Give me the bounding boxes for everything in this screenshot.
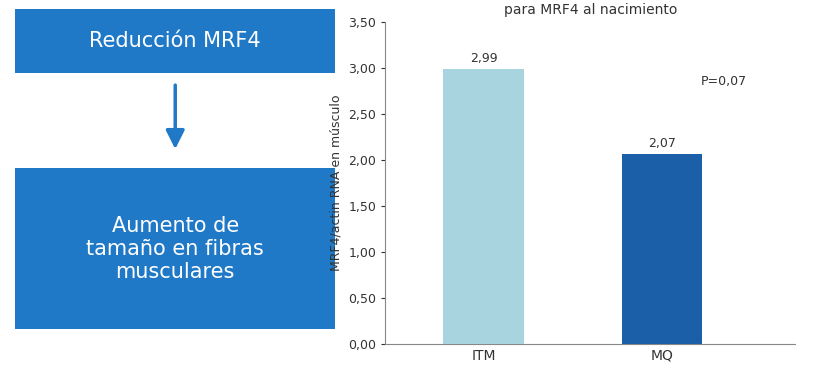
Text: 2,99: 2,99 bbox=[469, 52, 496, 65]
Y-axis label: MRF4/actin RNA en músculo: MRF4/actin RNA en músculo bbox=[329, 95, 342, 271]
Text: 2,07: 2,07 bbox=[647, 137, 675, 150]
Title: MQ reducen la expresión de RNAm
para MRF4 al nacimiento: MQ reducen la expresión de RNAm para MRF… bbox=[469, 0, 710, 16]
FancyBboxPatch shape bbox=[15, 168, 335, 329]
Text: P=0,07: P=0,07 bbox=[700, 75, 746, 88]
Text: Aumento de
tamaño en fibras
musculares: Aumento de tamaño en fibras musculares bbox=[86, 216, 264, 282]
Text: Reducción MRF4: Reducción MRF4 bbox=[89, 31, 260, 51]
Bar bbox=[621, 154, 701, 344]
Bar bbox=[443, 69, 523, 344]
FancyBboxPatch shape bbox=[15, 9, 335, 73]
